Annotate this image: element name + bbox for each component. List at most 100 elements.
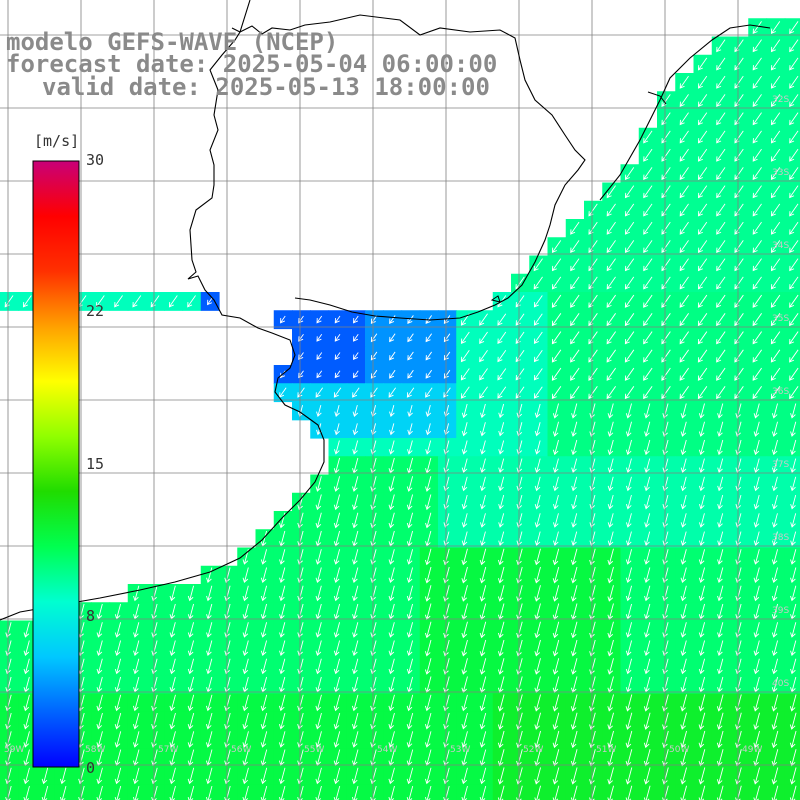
wind-arrow <box>680 658 687 675</box>
wind-cell <box>784 109 800 129</box>
wind-arrow <box>388 622 395 638</box>
wind-arrow <box>644 421 651 437</box>
wind-arrow <box>480 403 486 419</box>
colorbar-tick-8: 8 <box>86 607 96 625</box>
wind-arrow <box>534 494 541 510</box>
wind-arrow <box>624 331 635 345</box>
wind-arrow <box>789 349 799 363</box>
lon-label: 51W <box>596 745 617 755</box>
wind-cell <box>784 200 800 220</box>
wind-arrow <box>698 476 705 492</box>
wind-arrow <box>206 622 213 638</box>
wind-arrow <box>315 512 322 529</box>
wind-arrow <box>789 240 799 254</box>
wind-arrow <box>643 130 653 144</box>
wind-arrow <box>260 658 268 675</box>
wind-arrow <box>752 112 762 126</box>
wind-arrow <box>352 622 359 638</box>
wind-arrow <box>479 658 487 675</box>
wind-arrow <box>315 494 322 511</box>
wind-arrow <box>789 21 799 35</box>
wind-arrow <box>624 386 635 400</box>
wind-arrow <box>570 367 580 381</box>
wind-arrow <box>424 621 432 639</box>
wind-arrow <box>352 387 360 398</box>
wind-arrow <box>716 294 726 308</box>
wind-arrow <box>352 440 359 455</box>
wind-cell <box>784 73 800 92</box>
lon-label: 54W <box>377 745 398 755</box>
wind-arrow <box>407 315 414 325</box>
wind-arrow <box>698 531 705 547</box>
wind-arrow <box>461 531 468 547</box>
wind-arrow <box>552 513 559 528</box>
wind-arrow <box>644 585 651 602</box>
wind-arrow <box>352 549 359 565</box>
wind-arrow <box>260 712 268 730</box>
wind-arrow <box>753 513 760 528</box>
wind-arrow <box>790 494 797 510</box>
wind-arrow <box>351 712 359 730</box>
wind-arrow <box>717 513 724 528</box>
wind-arrow <box>461 513 468 528</box>
wind-arrow <box>679 94 689 108</box>
wind-arrow <box>461 548 468 566</box>
wind-arrow <box>789 203 799 217</box>
wind-arrow <box>752 148 762 162</box>
wind-arrow <box>770 294 781 308</box>
wind-arrow <box>388 694 395 712</box>
wind-arrow <box>607 458 614 474</box>
wind-arrow <box>607 566 614 584</box>
wind-arrow <box>96 712 103 730</box>
wind-arrow <box>533 313 543 326</box>
wind-cell <box>784 273 800 293</box>
wind-arrow <box>571 513 578 528</box>
wind-arrow <box>278 694 286 712</box>
wind-arrow <box>316 315 323 324</box>
wind-arrow <box>352 494 359 511</box>
wind-arrow <box>789 57 799 71</box>
wind-cell <box>784 292 800 311</box>
wind-arrow <box>406 494 414 511</box>
wind-arrow <box>132 295 142 308</box>
wind-arrow <box>242 622 249 638</box>
wind-arrow <box>697 203 708 217</box>
wind-arrow <box>96 658 103 675</box>
wind-arrow <box>716 221 726 235</box>
wind-arrow <box>607 658 614 675</box>
wind-arrow <box>552 531 559 547</box>
wind-arrow <box>534 658 541 675</box>
wind-arrow <box>497 548 505 566</box>
wind-arrow <box>697 313 708 327</box>
wind-arrow <box>425 512 432 529</box>
wind-arrow <box>388 387 397 398</box>
wind-arrow <box>22 295 32 308</box>
wind-arrow <box>169 585 176 602</box>
wind-arrow <box>753 531 760 547</box>
wind-arrow <box>625 531 632 547</box>
wind-arrow <box>771 622 779 638</box>
wind-arrow <box>388 494 395 511</box>
wind-arrow <box>698 622 706 638</box>
wind-cell <box>784 54 800 74</box>
wind-arrow <box>533 331 543 344</box>
wind-arrow <box>570 313 580 327</box>
wind-arrow <box>571 458 578 474</box>
wind-cell <box>784 164 800 184</box>
wind-arrows <box>4 21 799 800</box>
wind-arrow <box>424 712 432 730</box>
wind-arrow <box>551 294 562 308</box>
wind-arrow <box>533 295 543 308</box>
wind-arrow <box>114 640 122 657</box>
wind-arrow <box>679 313 689 327</box>
wind-arrow <box>407 369 414 379</box>
lon-label: 59W <box>4 745 25 755</box>
wind-arrow <box>533 349 543 363</box>
wind-arrow <box>406 549 414 565</box>
wind-arrow <box>679 112 689 126</box>
wind-arrow <box>370 369 378 379</box>
colorbar-tick-0: 0 <box>86 759 96 777</box>
wind-arrow <box>260 567 268 584</box>
wind-arrow <box>570 240 580 254</box>
